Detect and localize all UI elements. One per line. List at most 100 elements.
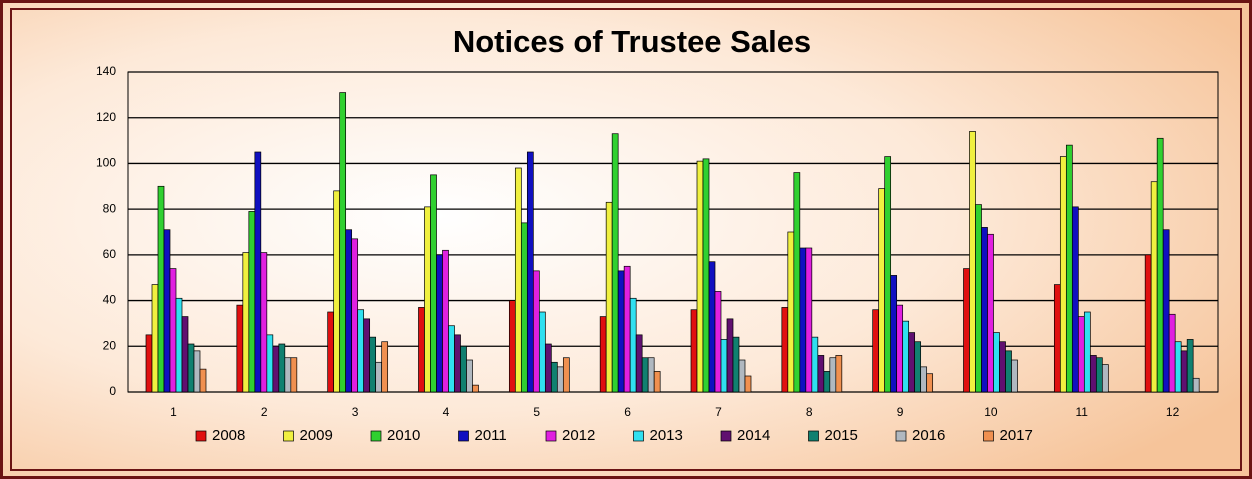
bar — [823, 371, 831, 393]
legend-label: 2010 — [387, 427, 420, 444]
legend-label: 2008 — [212, 427, 245, 444]
bar — [418, 307, 425, 393]
legend-swatch — [545, 430, 557, 442]
bar — [442, 249, 449, 393]
bar — [902, 320, 910, 393]
bar — [550, 361, 558, 393]
legend-label: 2017 — [1000, 427, 1033, 444]
bar — [999, 341, 1006, 393]
bar — [193, 350, 201, 393]
bar — [187, 343, 195, 393]
bar — [653, 371, 661, 393]
x-tick-label: 5 — [533, 405, 540, 419]
bar — [157, 185, 165, 393]
x-tick-label: 9 — [897, 405, 904, 419]
y-tick-label: 140 — [96, 64, 116, 78]
bar — [290, 357, 298, 393]
bar — [333, 190, 341, 393]
bar — [145, 334, 153, 393]
bar — [1192, 377, 1200, 393]
bar — [738, 359, 746, 393]
legend-label: 2013 — [650, 427, 683, 444]
bar — [805, 247, 813, 393]
bar — [1095, 357, 1103, 393]
bar — [1101, 364, 1109, 393]
bar — [181, 316, 189, 393]
bar — [1162, 229, 1170, 393]
bar — [248, 211, 256, 393]
legend-label: 2012 — [562, 427, 595, 444]
bar — [327, 311, 335, 393]
bar — [611, 133, 619, 393]
bar — [381, 341, 389, 393]
x-tick-label: 1 — [170, 405, 177, 419]
legend-label: 2016 — [912, 427, 945, 444]
legend-swatch — [458, 430, 469, 442]
bar — [884, 156, 892, 393]
bar — [975, 204, 982, 393]
bar — [890, 275, 898, 393]
bar — [963, 268, 970, 393]
legend-label: 2011 — [475, 427, 507, 444]
bar — [1180, 350, 1188, 393]
x-tick-label: 11 — [1076, 405, 1089, 419]
bar — [363, 318, 371, 393]
bar — [635, 334, 643, 393]
bar — [175, 297, 183, 393]
bar — [520, 222, 528, 393]
x-tick-label: 12 — [1166, 405, 1180, 419]
bar — [623, 265, 631, 393]
x-tick-label: 8 — [806, 405, 813, 419]
bar — [1011, 359, 1018, 393]
x-tick-label: 4 — [443, 405, 450, 419]
legend-swatch — [720, 430, 732, 442]
bar — [151, 284, 159, 393]
y-tick-label: 120 — [96, 110, 116, 124]
bar — [1083, 311, 1091, 393]
legend-swatch — [370, 430, 382, 442]
bar — [1186, 339, 1194, 393]
bar — [1150, 181, 1158, 393]
bar — [617, 270, 625, 393]
bar — [242, 252, 250, 393]
bar — [708, 261, 716, 393]
bar — [556, 366, 564, 393]
bar — [690, 309, 698, 393]
bar — [702, 158, 710, 393]
bar — [811, 336, 819, 393]
bar — [926, 373, 934, 393]
chart-title: Notices of Trustee Sales — [453, 24, 811, 59]
bar — [357, 309, 365, 393]
bar — [920, 366, 928, 393]
y-tick-label: 100 — [96, 156, 116, 170]
bar — [896, 304, 904, 393]
bar — [987, 233, 994, 393]
bar — [605, 201, 613, 393]
bar — [720, 339, 728, 393]
bar — [375, 361, 383, 393]
bar — [787, 231, 795, 393]
bar — [908, 332, 916, 393]
bar — [714, 291, 722, 393]
bar — [466, 359, 473, 393]
bar — [460, 345, 467, 393]
bar — [726, 318, 734, 393]
bar — [878, 188, 886, 393]
bar — [1156, 137, 1164, 393]
bar — [1059, 156, 1067, 393]
bar — [169, 268, 177, 393]
bar — [508, 300, 516, 393]
bar — [829, 357, 837, 393]
legend-label: 2009 — [300, 427, 333, 444]
legend-label: 2014 — [737, 427, 770, 444]
bar — [538, 311, 546, 393]
bar — [1168, 313, 1176, 393]
bar — [993, 332, 1000, 393]
bar — [472, 384, 479, 393]
bar — [254, 151, 262, 393]
bar — [369, 336, 377, 393]
bar — [272, 345, 280, 393]
bar — [514, 167, 522, 393]
